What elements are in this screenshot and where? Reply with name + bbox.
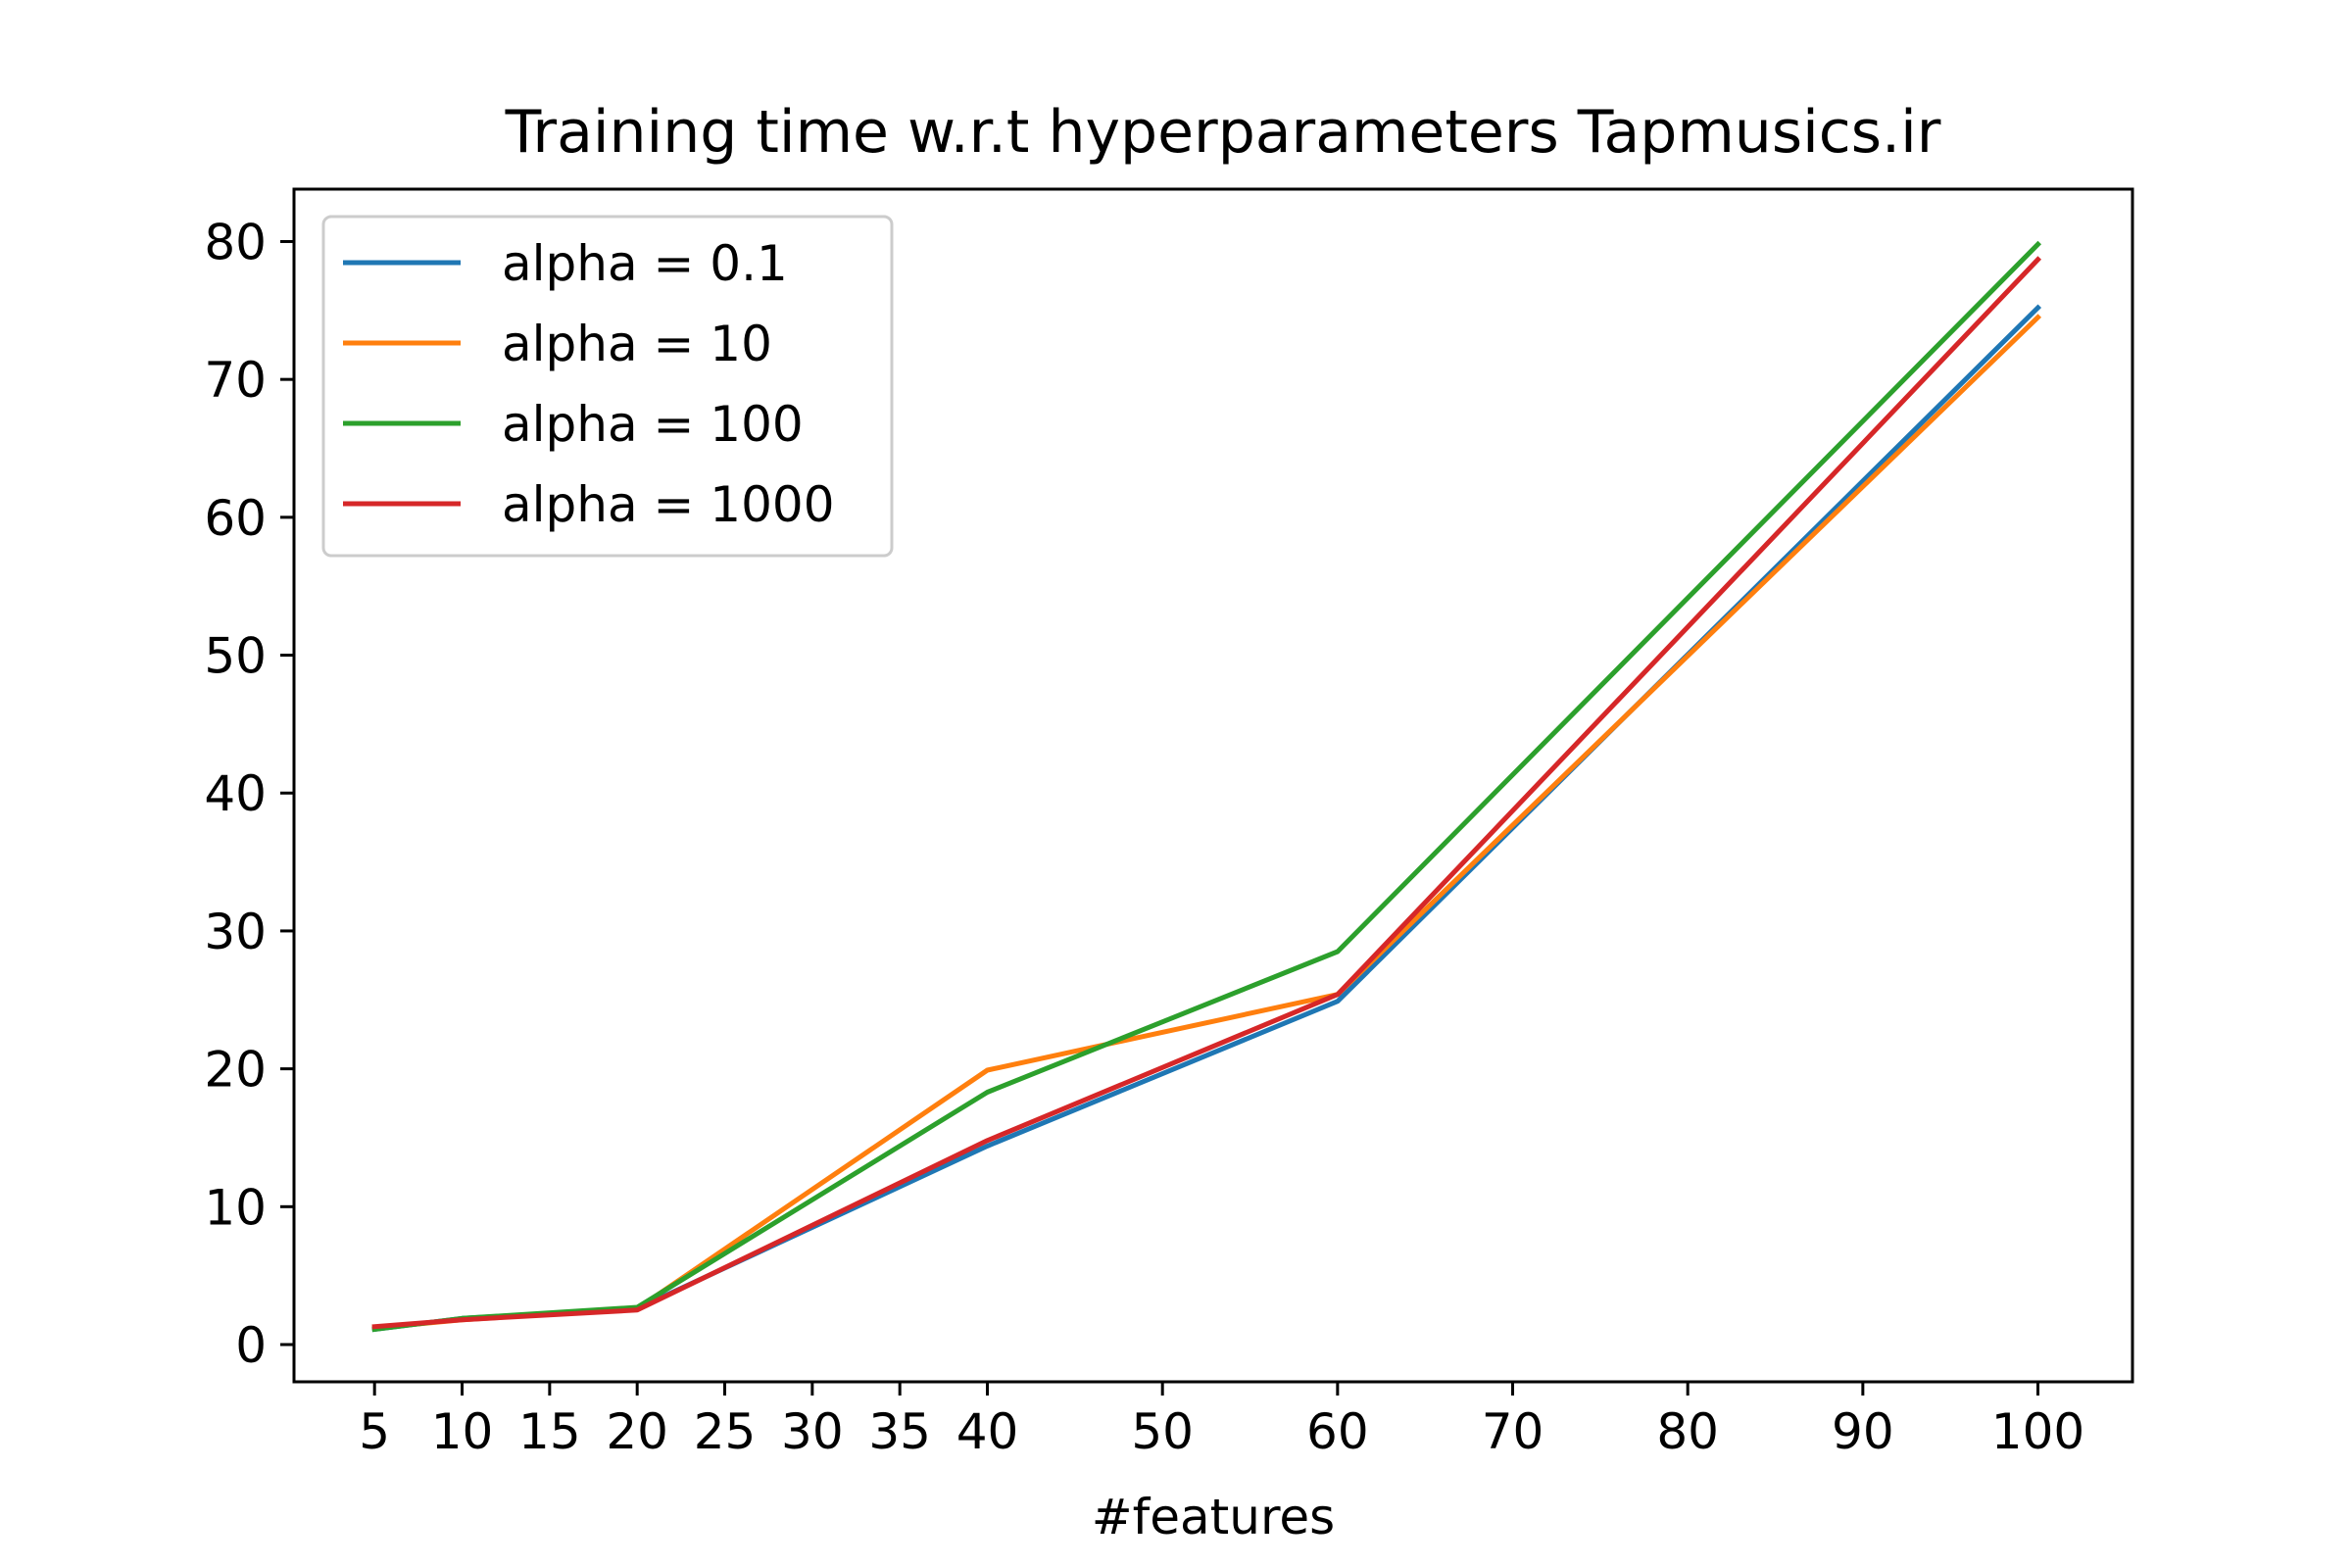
series-layer <box>371 240 2042 1333</box>
x-tick-label: 25 <box>694 1403 757 1460</box>
y-tick-label: 40 <box>204 765 267 822</box>
x-tick-label: 40 <box>956 1403 1019 1460</box>
x-tick-label: 5 <box>359 1403 390 1460</box>
legend: alpha = 0.1 alpha = 10 alpha = 100 alpha = … <box>321 215 894 558</box>
chart-title: Training time w.r.t hyperparameters Tapm… <box>505 98 1941 167</box>
x-tick-label: 20 <box>606 1403 668 1460</box>
x-tick-label: 100 <box>1991 1403 2084 1460</box>
y-tick-label: 20 <box>204 1042 267 1099</box>
x-tick-label: 60 <box>1306 1403 1369 1460</box>
y-tick-label: 80 <box>204 214 267 270</box>
legend-label-2: alpha = 10 <box>502 316 772 372</box>
y-tick-label: 70 <box>204 352 267 409</box>
x-tick-label: 15 <box>518 1403 581 1460</box>
x-tick-label: 30 <box>781 1403 844 1460</box>
y-tick-label: 50 <box>204 628 267 685</box>
x-tick-label: 90 <box>1832 1403 1894 1460</box>
legend-label-1: alpha = 0.1 <box>502 235 788 292</box>
legend-label-4: alpha = 1000 <box>502 476 835 533</box>
y-axis-ticks: 0 10 20 30 40 50 60 70 80 <box>204 214 294 1374</box>
x-axis-label: #features <box>1092 1489 1335 1545</box>
x-tick-label: 50 <box>1131 1403 1194 1460</box>
legend-label-3: alpha = 100 <box>502 396 804 453</box>
y-tick-label: 60 <box>204 490 267 547</box>
legend-box <box>321 215 894 558</box>
x-tick-label: 35 <box>868 1403 931 1460</box>
series-line-4 <box>371 256 2042 1330</box>
x-tick-label: 70 <box>1482 1403 1544 1460</box>
x-tick-label: 80 <box>1656 1403 1719 1460</box>
plot-area-frame <box>292 187 2134 1384</box>
x-axis-ticks: 5 10 15 20 25 30 35 40 50 60 70 80 90 100 <box>359 1382 2084 1460</box>
x-tick-label: 10 <box>431 1403 494 1460</box>
y-tick-label: 30 <box>204 904 267 960</box>
y-tick-label: 0 <box>235 1317 267 1374</box>
y-tick-label: 10 <box>204 1179 267 1236</box>
